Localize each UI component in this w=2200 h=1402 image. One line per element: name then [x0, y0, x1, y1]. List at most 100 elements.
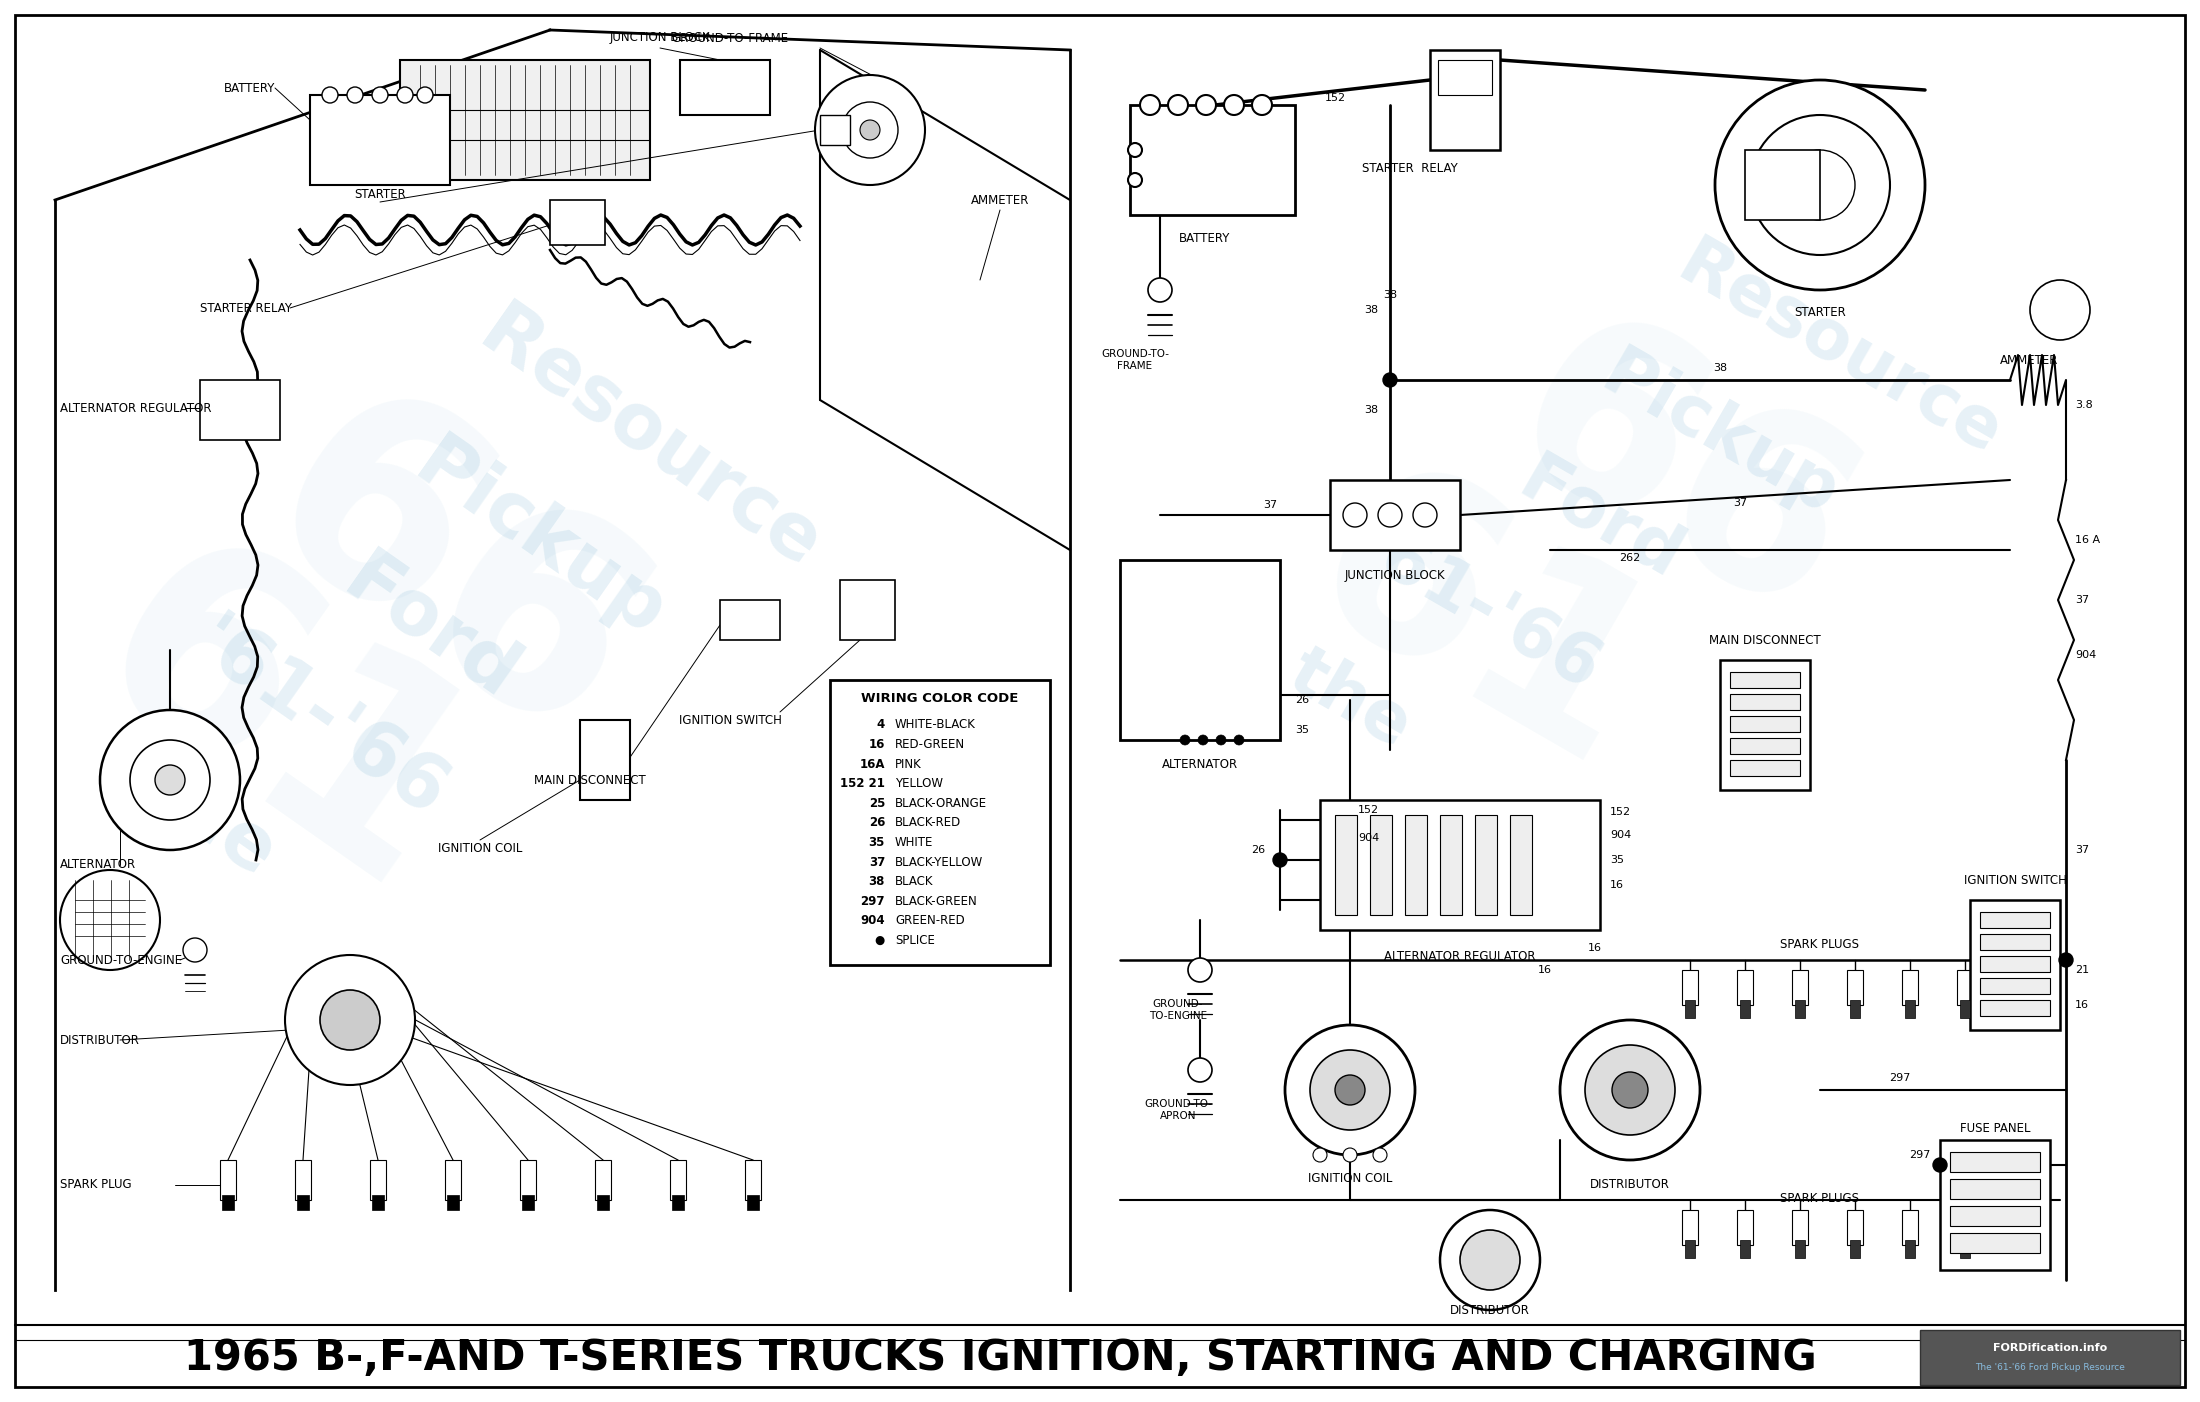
- Text: SPLICE: SPLICE: [895, 934, 935, 946]
- Text: 37: 37: [1734, 498, 1747, 508]
- Text: BATTERY: BATTERY: [224, 81, 275, 94]
- Circle shape: [59, 871, 161, 970]
- Bar: [222, 1195, 233, 1210]
- Text: JUNCTION BLOCK: JUNCTION BLOCK: [1344, 568, 1445, 582]
- Text: GROUND-
TO-ENGINE: GROUND- TO-ENGINE: [1148, 1000, 1208, 1021]
- Bar: [1949, 1206, 2039, 1225]
- Text: FUSE PANEL: FUSE PANEL: [1960, 1122, 2031, 1134]
- Text: 38: 38: [869, 875, 884, 887]
- Text: 66: 66: [1470, 289, 1892, 672]
- Text: Ford: Ford: [1507, 447, 1694, 593]
- Text: 26: 26: [869, 816, 884, 830]
- Text: STARTER: STARTER: [354, 188, 405, 202]
- Bar: [1729, 716, 1800, 732]
- Circle shape: [1188, 958, 1212, 981]
- Bar: [1406, 815, 1428, 916]
- Bar: [1848, 970, 1863, 1005]
- Circle shape: [1179, 735, 1190, 744]
- Bar: [400, 60, 649, 179]
- Text: 37: 37: [1263, 501, 1276, 510]
- Text: IGNITION COIL: IGNITION COIL: [438, 841, 521, 854]
- Bar: [594, 1159, 612, 1200]
- Text: JUNCTION BLOCK: JUNCTION BLOCK: [609, 31, 711, 45]
- Text: BLACK-RED: BLACK-RED: [895, 816, 961, 830]
- Bar: [447, 1195, 460, 1210]
- Text: 297: 297: [1890, 1073, 1910, 1082]
- Text: 38: 38: [1714, 363, 1727, 373]
- Text: STARTER  RELAY: STARTER RELAY: [1362, 161, 1459, 174]
- Circle shape: [1584, 1044, 1674, 1136]
- Text: 904: 904: [1610, 830, 1630, 840]
- Text: 904: 904: [2075, 651, 2097, 660]
- Text: FORDification.info: FORDification.info: [1993, 1343, 2108, 1353]
- Text: AMMETER: AMMETER: [2000, 353, 2059, 366]
- Bar: [1958, 970, 1973, 1005]
- Text: 16: 16: [2075, 1000, 2090, 1009]
- Circle shape: [1129, 143, 1142, 157]
- Bar: [1793, 1210, 1808, 1245]
- Bar: [370, 1159, 385, 1200]
- Bar: [1740, 1239, 1749, 1258]
- Text: AMMETER: AMMETER: [970, 193, 1030, 206]
- Bar: [1729, 672, 1800, 688]
- Circle shape: [1412, 503, 1437, 527]
- Bar: [1335, 815, 1357, 916]
- Text: GROUND-TO-
FRAME: GROUND-TO- FRAME: [1100, 349, 1168, 370]
- Bar: [1320, 801, 1599, 930]
- Circle shape: [1716, 80, 1925, 290]
- Bar: [1850, 1000, 1859, 1018]
- Text: YELLOW: YELLOW: [895, 777, 944, 791]
- Bar: [1980, 956, 2050, 972]
- Bar: [1740, 1000, 1749, 1018]
- Circle shape: [1285, 1025, 1415, 1155]
- Text: Ford: Ford: [330, 544, 530, 716]
- Text: 35: 35: [869, 836, 884, 850]
- Bar: [680, 60, 770, 115]
- Text: 16A: 16A: [860, 757, 884, 771]
- Bar: [821, 115, 849, 144]
- Bar: [1958, 1210, 1973, 1245]
- Bar: [1905, 1239, 1914, 1258]
- Circle shape: [1129, 172, 1142, 186]
- Bar: [1685, 1239, 1694, 1258]
- Bar: [1793, 970, 1808, 1005]
- Circle shape: [418, 87, 433, 102]
- Bar: [719, 600, 781, 639]
- Bar: [550, 200, 605, 245]
- Circle shape: [814, 74, 924, 185]
- Text: ALTERNATOR REGULATOR: ALTERNATOR REGULATOR: [1384, 951, 1536, 963]
- Text: Pickup: Pickup: [400, 428, 680, 652]
- Text: IGNITION SWITCH: IGNITION SWITCH: [1965, 873, 2066, 886]
- Circle shape: [843, 102, 898, 158]
- Text: ALTERNATOR: ALTERNATOR: [1162, 758, 1239, 771]
- Bar: [1683, 970, 1698, 1005]
- Text: GROUND-TO-ENGINE: GROUND-TO-ENGINE: [59, 953, 183, 966]
- Bar: [1949, 1152, 2039, 1172]
- Bar: [295, 1159, 310, 1200]
- Bar: [1120, 559, 1280, 740]
- Bar: [1969, 900, 2059, 1030]
- Bar: [1921, 1330, 2180, 1385]
- Text: '61-'66: '61-'66: [180, 606, 460, 834]
- Text: 35: 35: [1296, 725, 1309, 735]
- Circle shape: [130, 740, 209, 820]
- Text: STARTER: STARTER: [1795, 306, 1846, 318]
- Text: 152: 152: [1610, 808, 1630, 817]
- Circle shape: [2031, 280, 2090, 341]
- Text: 26: 26: [1252, 845, 1265, 855]
- Text: 37: 37: [2075, 845, 2090, 855]
- Circle shape: [1188, 1059, 1212, 1082]
- Text: MAIN DISCONNECT: MAIN DISCONNECT: [535, 774, 647, 787]
- Bar: [748, 1195, 759, 1210]
- Text: BLACK-GREEN: BLACK-GREEN: [895, 894, 977, 907]
- Bar: [1729, 694, 1800, 709]
- Text: IGNITION COIL: IGNITION COIL: [1307, 1172, 1393, 1185]
- Text: MAIN DISCONNECT: MAIN DISCONNECT: [1709, 634, 1822, 646]
- Circle shape: [1140, 95, 1159, 115]
- Bar: [310, 95, 451, 185]
- Text: SPARK PLUGS: SPARK PLUGS: [1780, 1192, 1859, 1204]
- Circle shape: [1197, 95, 1217, 115]
- Bar: [1949, 1232, 2039, 1253]
- Text: 297: 297: [860, 894, 884, 907]
- Bar: [1131, 105, 1296, 215]
